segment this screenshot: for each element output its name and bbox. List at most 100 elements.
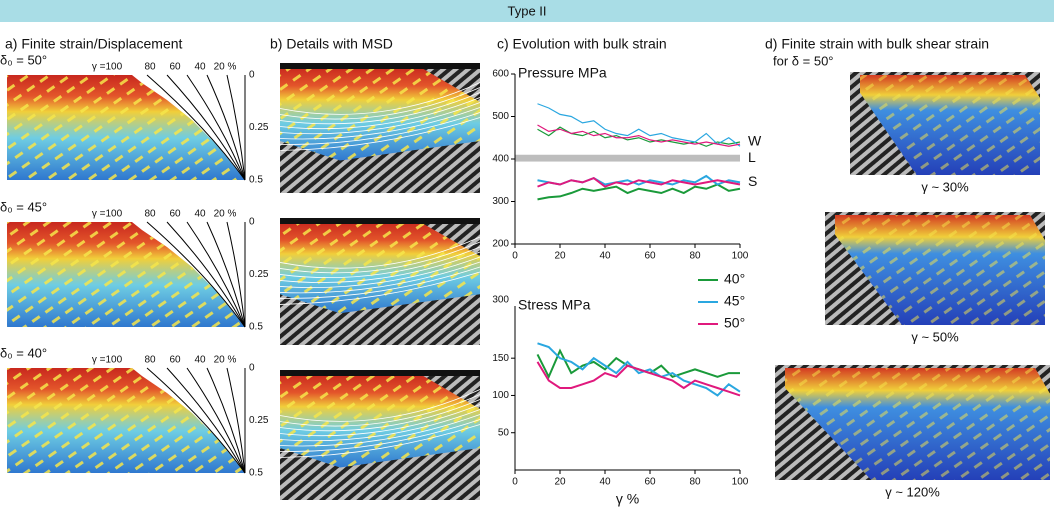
x-tick-label: 20 [554, 477, 566, 488]
msd-line [279, 92, 481, 125]
annotation: W [748, 133, 762, 149]
gamma-label: 80 [144, 355, 156, 366]
x-tick-label: 100 [732, 477, 749, 488]
row-label: δ₀ = 45° [0, 199, 47, 214]
displacement-curve [166, 367, 246, 474]
x-tick-label: 40 [599, 251, 611, 262]
y-tick-label: 50 [498, 427, 510, 438]
gamma-label: γ =100 [92, 355, 123, 366]
x-tick-label: 100 [732, 251, 749, 262]
displacement-curve [206, 221, 246, 328]
msd-line [279, 414, 481, 447]
msd-line [279, 271, 481, 305]
chart-title: Pressure MPa [518, 65, 607, 81]
msd-line [279, 394, 481, 427]
panel-title: a) Finite strain/Displacement [5, 36, 183, 52]
gamma-label: 60 [169, 355, 181, 366]
displacement-curve [166, 221, 246, 328]
strain-streaks [7, 368, 245, 473]
data-line [537, 342, 741, 397]
depth-label: 0.5 [249, 468, 263, 479]
msd-line [279, 107, 481, 140]
displacement-curve [186, 221, 246, 328]
displacement-curve [186, 367, 246, 474]
gamma-label: 20 % [214, 209, 237, 220]
gamma-label: 40 [194, 209, 206, 220]
displacement-curve [146, 367, 246, 474]
msd-streaks [280, 374, 480, 468]
x-tick-label: 60 [644, 251, 656, 262]
msd-line [279, 241, 481, 274]
caption: γ ~ 30% [921, 179, 969, 194]
legend-label: 40° [724, 271, 745, 287]
x-tick-label: 80 [689, 477, 701, 488]
y-tick-label: 500 [492, 111, 509, 122]
gamma-label: 40 [194, 355, 206, 366]
displacement-curve [186, 74, 246, 181]
displacement-curve [226, 74, 246, 181]
gamma-label: 40 [194, 62, 206, 73]
gamma-label: 60 [169, 62, 181, 73]
y-tick-label: 600 [492, 69, 509, 80]
legend-label: 45° [724, 293, 745, 309]
panel-title: c) Evolution with bulk strain [497, 36, 667, 52]
shear-streaks [835, 215, 1045, 325]
depth-label: 0.5 [249, 322, 263, 333]
msd-line [279, 117, 481, 151]
data-line [536, 361, 741, 397]
msd-line [279, 236, 481, 269]
annotation: L [748, 149, 756, 165]
y-tick-label: 300 [492, 196, 509, 207]
data-line [537, 183, 741, 201]
y-tick-label: 200 [492, 239, 509, 250]
top-plate [280, 63, 480, 69]
data-line [537, 103, 741, 147]
msd-line [279, 266, 481, 299]
x-tick-label: 0 [512, 477, 518, 488]
msd-line [279, 409, 481, 442]
top-plate [280, 218, 480, 224]
annotation: 300 [492, 295, 509, 306]
displacement-curve [226, 221, 246, 328]
row-label: δ₀ = 40° [0, 345, 47, 360]
caption: γ ~ 50% [911, 329, 959, 344]
msd-line [279, 404, 481, 437]
msd-line [279, 87, 481, 120]
msd-line [279, 246, 481, 279]
msd-line [279, 82, 481, 115]
msd-line [279, 251, 481, 283]
msd-streaks [280, 222, 480, 314]
depth-label: 0.25 [249, 122, 269, 133]
gamma-label: 60 [169, 209, 181, 220]
gamma-label: γ =100 [92, 209, 123, 220]
header-bar [0, 0, 1054, 22]
msd-line [279, 112, 481, 145]
chart-title: Stress MPa [518, 297, 591, 313]
panel-subtitle: for δ = 50° [773, 53, 834, 68]
x-tick-label: 40 [599, 477, 611, 488]
x-tick-label: 60 [644, 477, 656, 488]
legend-label: 50° [724, 315, 745, 331]
strain-streaks [7, 222, 245, 327]
msd-line [279, 102, 481, 135]
gamma-label: 20 % [214, 62, 237, 73]
y-tick-label: 400 [492, 154, 509, 165]
caption: γ ~ 120% [885, 484, 940, 499]
annotation: S [748, 173, 757, 189]
displacement-curve [226, 367, 246, 474]
displacement-curve [206, 74, 246, 181]
depth-label: 0.5 [249, 175, 263, 186]
y-tick-label: 150 [492, 353, 509, 364]
msd-line [279, 256, 481, 288]
panel-title: b) Details with MSD [270, 36, 393, 52]
panel-title: d) Finite strain with bulk shear strain [765, 36, 989, 52]
displacement-curve [206, 367, 246, 474]
displacement-curve [146, 74, 246, 181]
gamma-label: 80 [144, 209, 156, 220]
x-axis-label: γ % [616, 491, 639, 507]
x-tick-label: 20 [554, 251, 566, 262]
gamma-label: 80 [144, 62, 156, 73]
displacement-curve [166, 74, 246, 181]
x-tick-label: 0 [512, 251, 518, 262]
